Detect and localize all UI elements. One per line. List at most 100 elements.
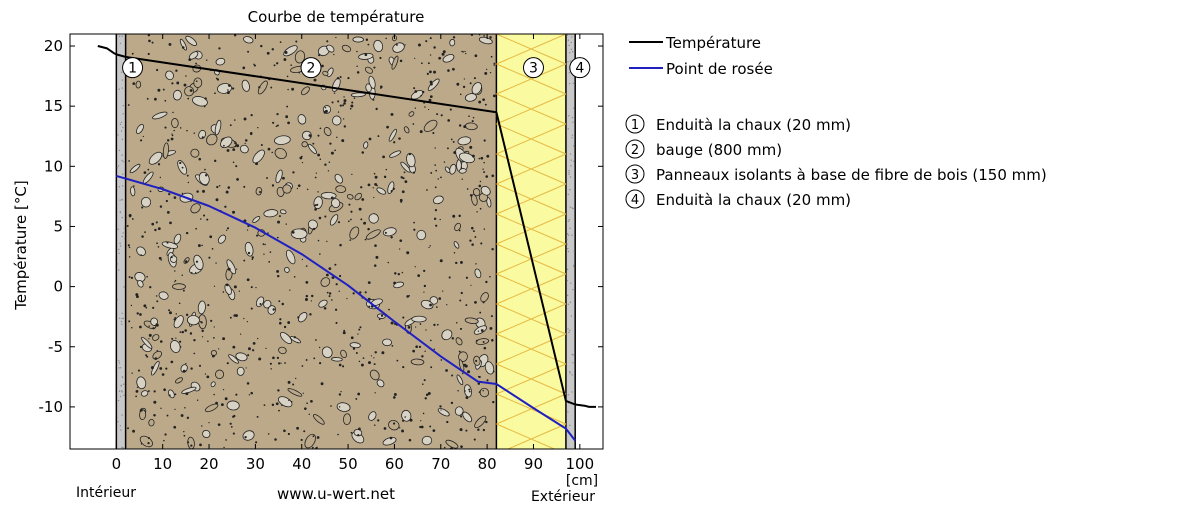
grain: [182, 289, 185, 292]
grain: [207, 304, 210, 307]
grain: [271, 151, 274, 154]
grain: [128, 276, 131, 279]
grain: [276, 356, 279, 359]
grain: [259, 302, 262, 306]
grain: [257, 126, 259, 129]
pebble: [473, 325, 488, 335]
grain: [250, 286, 253, 289]
grain: [334, 263, 337, 266]
grain: [414, 107, 417, 109]
plaster-speck: [573, 160, 575, 162]
pebble: [331, 198, 341, 209]
grain: [377, 135, 380, 137]
grain: [484, 103, 487, 106]
pebble: [290, 336, 302, 344]
grain: [317, 191, 319, 193]
pebble: [320, 277, 331, 287]
grain: [482, 301, 485, 304]
layer-number-badges: 1 2 3 4: [122, 57, 591, 79]
plaster-speck: [569, 424, 571, 427]
grain: [204, 174, 208, 177]
grain: [170, 137, 174, 141]
grain: [362, 357, 365, 359]
pebble: [350, 92, 366, 98]
grain: [390, 321, 394, 325]
grain: [305, 265, 308, 267]
pebble: [454, 406, 464, 416]
grain: [144, 231, 146, 234]
plaster-speck: [119, 425, 122, 427]
grain: [402, 316, 405, 319]
grain: [408, 438, 412, 442]
plaster-speck: [568, 72, 571, 74]
pebble: [365, 83, 372, 93]
plaster-speck: [117, 399, 120, 402]
grain: [341, 139, 345, 143]
grain: [225, 283, 229, 287]
grain: [210, 319, 213, 322]
insulation-hatch: [496, 333, 567, 365]
grain: [440, 114, 443, 117]
grain: [337, 111, 340, 113]
grain: [479, 207, 482, 210]
plaster-speck: [121, 216, 123, 219]
grain: [242, 66, 246, 70]
grain: [128, 256, 131, 258]
pebble: [148, 418, 155, 427]
plaster-speck: [569, 301, 572, 304]
grain: [139, 313, 142, 316]
plaster-speck: [118, 88, 120, 90]
grain: [343, 102, 346, 105]
grain: [148, 333, 152, 337]
grain: [309, 135, 312, 138]
grain: [409, 418, 413, 422]
grain: [204, 97, 207, 100]
pebble: [474, 415, 487, 429]
plaster-speck: [566, 268, 569, 271]
pebble: [363, 141, 369, 149]
grain: [486, 68, 488, 71]
plaster-speck: [568, 169, 570, 172]
grain: [380, 87, 382, 90]
grain: [283, 58, 287, 61]
grain: [200, 218, 202, 220]
plaster-speck: [122, 113, 124, 115]
plaster-speck: [571, 234, 573, 236]
grain: [170, 256, 173, 259]
pebble: [136, 124, 144, 134]
grain: [206, 218, 209, 221]
grain: [439, 405, 442, 408]
grain: [280, 362, 282, 364]
grain: [218, 184, 221, 187]
pebble: [129, 163, 141, 174]
grain: [419, 425, 422, 429]
grain: [285, 223, 287, 225]
plaster-speck: [122, 126, 124, 129]
grain: [330, 405, 332, 407]
grain: [222, 337, 226, 341]
grain: [168, 311, 172, 315]
grain: [264, 243, 266, 246]
pebble: [158, 291, 169, 300]
grain: [246, 382, 250, 385]
grain: [485, 175, 489, 178]
grain: [271, 48, 275, 51]
grain: [313, 78, 317, 82]
pebble: [198, 129, 206, 140]
grain: [236, 268, 238, 270]
pebble: [358, 52, 374, 60]
plaster-speck: [568, 331, 570, 334]
grain: [186, 129, 188, 132]
grain: [145, 306, 148, 309]
plaster-speck: [122, 383, 125, 385]
grain: [475, 359, 478, 363]
grain: [469, 239, 472, 242]
grain: [324, 163, 327, 166]
grain: [336, 77, 340, 80]
grain: [455, 321, 458, 324]
pebble: [294, 50, 306, 64]
layer-legend-label-2: bauge (800 mm): [656, 141, 782, 159]
grain: [424, 106, 426, 108]
grain: [232, 415, 235, 418]
grain: [483, 228, 486, 230]
